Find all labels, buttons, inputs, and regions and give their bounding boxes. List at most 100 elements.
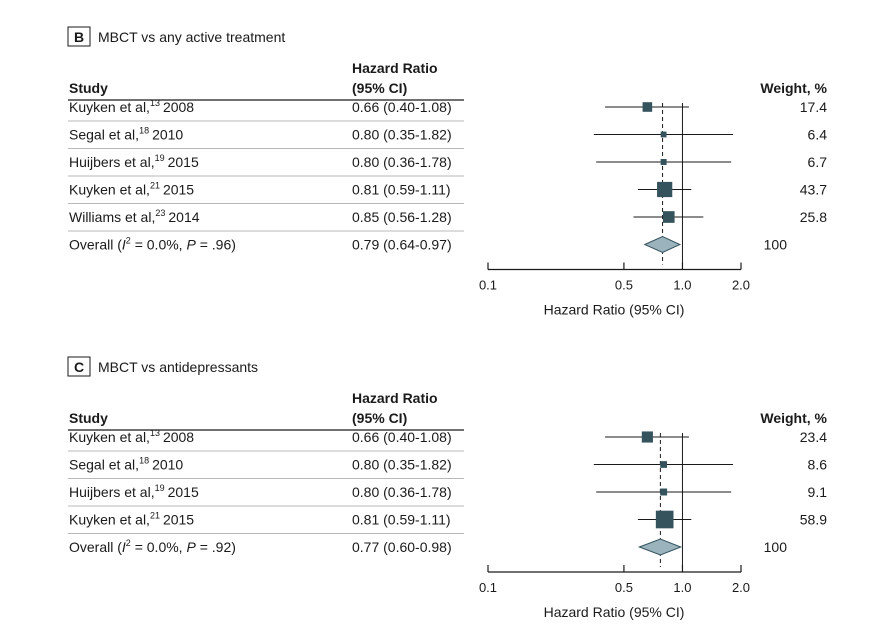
study-ref: 18 bbox=[139, 126, 149, 136]
study-ref: 13 bbox=[150, 428, 160, 438]
overall-label-end: = .92) bbox=[196, 539, 236, 555]
study-year: 2015 bbox=[168, 484, 199, 500]
panel-letter-box bbox=[67, 356, 91, 377]
overall-weight: 100 bbox=[764, 237, 788, 253]
study-year: 2010 bbox=[152, 127, 183, 143]
overall-weight: 100 bbox=[764, 539, 788, 555]
panel-letter-box bbox=[67, 26, 91, 47]
panel-b: B MBCT vs any active treatment Hazard Rati… bbox=[67, 26, 828, 318]
study-ref: 19 bbox=[155, 483, 165, 493]
study-label: Williams et al,23 2014 bbox=[69, 208, 200, 225]
study-ref: 13 bbox=[150, 98, 160, 108]
study-ref: 19 bbox=[155, 153, 165, 163]
study-marker bbox=[641, 431, 653, 443]
overall-label-i: I bbox=[122, 237, 126, 253]
study-author: Segal et al, bbox=[69, 457, 139, 473]
overall-label-post: = 0.0%, bbox=[131, 539, 187, 555]
study-weight: 58.9 bbox=[800, 512, 827, 528]
study-year: 2015 bbox=[163, 182, 194, 198]
overall-label-i: I bbox=[122, 539, 126, 555]
study-marker bbox=[660, 461, 667, 468]
study-label: Kuyken et al,13 2008 bbox=[69, 98, 194, 115]
study-weight: 6.4 bbox=[808, 127, 828, 143]
overall-diamond bbox=[643, 235, 682, 254]
study-label: Kuyken et al,21 2015 bbox=[69, 511, 194, 528]
weight-header: Weight, % bbox=[760, 410, 827, 426]
study-year: 2010 bbox=[152, 457, 183, 473]
overall-label-end: = .96) bbox=[196, 237, 236, 253]
study-marker bbox=[657, 181, 673, 198]
x-tick-label: 0.5 bbox=[615, 580, 633, 595]
study-weight: 6.7 bbox=[808, 154, 828, 170]
overall-label: Overall (I2 = 0.0%, P = .96) bbox=[69, 236, 236, 253]
weight-header: Weight, % bbox=[760, 80, 827, 96]
study-hr-text: 0.66 (0.40-1.08) bbox=[352, 429, 452, 445]
study-year: 2008 bbox=[163, 429, 194, 445]
study-author: Kuyken et al, bbox=[69, 512, 150, 528]
study-author: Kuyken et al, bbox=[69, 429, 150, 445]
study-marker bbox=[655, 510, 674, 529]
hr-header-line2: (95% CI) bbox=[352, 80, 407, 96]
study-hr-text: 0.80 (0.36-1.78) bbox=[352, 484, 452, 500]
study-hr-text: 0.85 (0.56-1.28) bbox=[352, 209, 452, 225]
study-author: Kuyken et al, bbox=[69, 99, 150, 115]
overall-label: Overall (I2 = 0.0%, P = .92) bbox=[69, 538, 236, 555]
study-weight: 43.7 bbox=[800, 182, 827, 198]
panel-letter: B bbox=[74, 29, 84, 45]
panel-letter: C bbox=[74, 359, 84, 375]
study-hr-text: 0.80 (0.35-1.82) bbox=[352, 127, 452, 143]
study-weight: 9.1 bbox=[808, 484, 828, 500]
study-year: 2015 bbox=[163, 512, 194, 528]
study-label: Kuyken et al,21 2015 bbox=[69, 181, 194, 198]
x-axis-label: Hazard Ratio (95% CI) bbox=[544, 302, 685, 318]
overall-label-p: P bbox=[186, 237, 196, 253]
study-author: Segal et al, bbox=[69, 127, 139, 143]
x-axis-label: Hazard Ratio (95% CI) bbox=[544, 604, 685, 620]
study-hr-text: 0.81 (0.59-1.11) bbox=[352, 182, 451, 198]
study-ref: 23 bbox=[155, 208, 165, 218]
overall-diamond bbox=[637, 538, 683, 556]
overall-label-pre: Overall ( bbox=[69, 237, 122, 253]
study-marker bbox=[662, 211, 675, 223]
panel-title: MBCT vs antidepressants bbox=[98, 359, 258, 375]
study-weight: 8.6 bbox=[808, 457, 828, 473]
panel-c: C MBCT vs antidepressants Hazard Ratio (95%… bbox=[67, 356, 828, 620]
study-label: Huijbers et al,19 2015 bbox=[69, 153, 199, 170]
x-tick-label: 1.0 bbox=[673, 580, 691, 595]
overall-label-p: P bbox=[186, 539, 196, 555]
overall-label-pre: Overall ( bbox=[69, 539, 122, 555]
study-label: Kuyken et al,13 2008 bbox=[69, 428, 194, 445]
study-author: Huijbers et al, bbox=[69, 154, 155, 170]
x-tick-label: 0.5 bbox=[615, 278, 633, 293]
study-label: Segal et al,18 2010 bbox=[69, 456, 183, 473]
study-ref: 21 bbox=[150, 511, 160, 521]
study-hr-text: 0.66 (0.40-1.08) bbox=[352, 99, 452, 115]
study-label: Segal et al,18 2010 bbox=[69, 126, 183, 143]
x-tick-label: 2.0 bbox=[732, 580, 750, 595]
overall-label-sup: 2 bbox=[126, 236, 131, 246]
study-hr-text: 0.80 (0.36-1.78) bbox=[352, 154, 452, 170]
study-ref: 21 bbox=[150, 181, 160, 191]
study-weight: 25.8 bbox=[800, 209, 827, 225]
hr-header-line1: Hazard Ratio bbox=[352, 60, 438, 76]
study-ref: 18 bbox=[139, 456, 149, 466]
study-weight: 17.4 bbox=[800, 99, 827, 115]
x-tick-label: 1.0 bbox=[673, 278, 691, 293]
study-marker bbox=[660, 488, 668, 496]
x-tick-label: 0.1 bbox=[479, 278, 497, 293]
study-author: Huijbers et al, bbox=[69, 484, 155, 500]
panel-title: MBCT vs any active treatment bbox=[98, 29, 285, 45]
study-marker bbox=[660, 131, 667, 138]
study-author: Kuyken et al, bbox=[69, 182, 150, 198]
study-author: Williams et al, bbox=[69, 209, 155, 225]
x-tick-label: 2.0 bbox=[732, 278, 750, 293]
study-hr-text: 0.80 (0.35-1.82) bbox=[352, 457, 452, 473]
study-marker bbox=[642, 102, 653, 112]
study-label: Huijbers et al,19 2015 bbox=[69, 483, 199, 500]
overall-label-post: = 0.0%, bbox=[131, 237, 187, 253]
overall-label-sup: 2 bbox=[126, 538, 131, 548]
x-tick-label: 0.1 bbox=[479, 580, 497, 595]
study-header: Study bbox=[69, 80, 108, 96]
hr-header-line2: (95% CI) bbox=[352, 410, 407, 426]
